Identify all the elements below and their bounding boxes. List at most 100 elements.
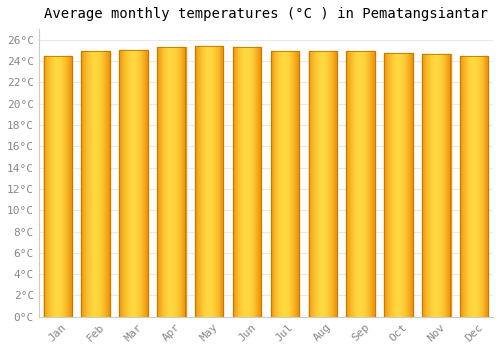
Bar [350, 51, 351, 317]
Bar [195, 46, 224, 317]
Bar [473, 56, 474, 317]
Bar [130, 50, 132, 317]
Bar [179, 47, 180, 317]
Bar [44, 56, 72, 317]
Bar [184, 47, 186, 317]
Bar [122, 50, 123, 317]
Bar [137, 50, 138, 317]
Bar [373, 51, 374, 317]
Bar [247, 47, 248, 317]
Bar [427, 54, 428, 317]
Bar [355, 51, 356, 317]
Bar [170, 47, 172, 317]
Bar [218, 46, 220, 317]
Bar [422, 54, 450, 317]
Bar [48, 56, 50, 317]
Bar [334, 51, 335, 317]
Bar [102, 51, 103, 317]
Bar [173, 47, 174, 317]
Bar [144, 50, 145, 317]
Bar [160, 47, 161, 317]
Bar [463, 56, 464, 317]
Bar [313, 51, 314, 317]
Bar [384, 52, 385, 317]
Bar [481, 56, 482, 317]
Bar [367, 51, 368, 317]
Bar [157, 47, 186, 317]
Bar [220, 46, 222, 317]
Bar [123, 50, 124, 317]
Bar [388, 52, 389, 317]
Bar [330, 51, 332, 317]
Bar [439, 54, 440, 317]
Bar [428, 54, 430, 317]
Bar [55, 56, 56, 317]
Bar [49, 56, 50, 317]
Bar [392, 52, 394, 317]
Bar [87, 51, 88, 317]
Bar [132, 50, 134, 317]
Bar [317, 51, 318, 317]
Bar [163, 47, 164, 317]
Bar [92, 51, 93, 317]
Bar [442, 54, 443, 317]
Bar [389, 52, 390, 317]
Bar [356, 51, 357, 317]
Bar [106, 51, 107, 317]
Bar [119, 50, 148, 317]
Bar [212, 46, 213, 317]
Bar [172, 47, 173, 317]
Bar [286, 51, 287, 317]
Bar [105, 51, 106, 317]
Bar [346, 51, 375, 317]
Bar [400, 52, 402, 317]
Bar [462, 56, 463, 317]
Bar [441, 54, 442, 317]
Bar [94, 51, 96, 317]
Bar [394, 52, 396, 317]
Bar [312, 51, 314, 317]
Bar [270, 51, 299, 317]
Bar [437, 54, 438, 317]
Bar [84, 51, 85, 317]
Bar [336, 51, 337, 317]
Bar [287, 51, 288, 317]
Bar [195, 46, 196, 317]
Bar [108, 51, 109, 317]
Bar [209, 46, 210, 317]
Bar [121, 50, 122, 317]
Bar [436, 54, 438, 317]
Bar [396, 52, 398, 317]
Bar [100, 51, 102, 317]
Bar [180, 47, 181, 317]
Bar [294, 51, 296, 317]
Bar [384, 52, 412, 317]
Bar [403, 52, 404, 317]
Bar [210, 46, 211, 317]
Bar [374, 51, 375, 317]
Bar [71, 56, 72, 317]
Bar [370, 51, 371, 317]
Bar [475, 56, 476, 317]
Bar [240, 47, 242, 317]
Bar [478, 56, 479, 317]
Bar [107, 51, 108, 317]
Bar [134, 50, 136, 317]
Title: Average monthly temperatures (°C ) in Pematangsiantar: Average monthly temperatures (°C ) in Pe… [44, 7, 488, 21]
Bar [250, 47, 251, 317]
Bar [319, 51, 320, 317]
Bar [308, 51, 310, 317]
Bar [215, 46, 216, 317]
Bar [66, 56, 67, 317]
Bar [251, 47, 252, 317]
Bar [270, 51, 272, 317]
Bar [298, 51, 299, 317]
Bar [90, 51, 91, 317]
Bar [297, 51, 298, 317]
Bar [290, 51, 292, 317]
Bar [258, 47, 260, 317]
Bar [328, 51, 330, 317]
Bar [143, 50, 144, 317]
Bar [85, 51, 86, 317]
Bar [175, 47, 176, 317]
